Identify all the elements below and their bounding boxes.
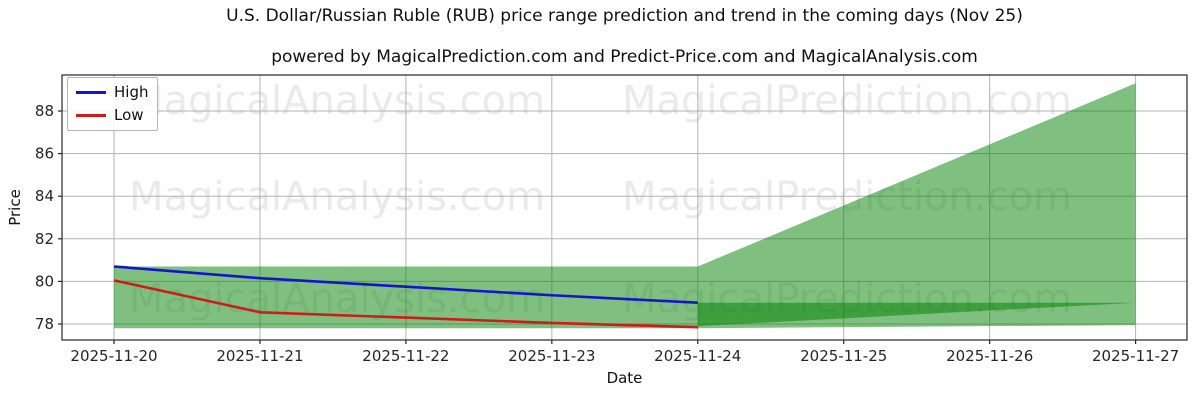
y-tick-label: 84 [35,187,54,205]
y-tick-label: 86 [35,145,54,163]
chart-title: U.S. Dollar/Russian Ruble (RUB) price ra… [226,6,1023,26]
x-axis-label: Date [607,369,643,387]
legend-label-low: Low [114,106,144,124]
x-tick-label: 2025-11-25 [800,347,887,365]
high-line [113,265,698,304]
chart-subtitle: powered by MagicalPrediction.com and Pre… [271,47,978,67]
y-tick-label: 78 [35,315,54,333]
high-line-swatch [76,91,106,94]
y-tick-label: 82 [35,230,54,248]
x-tick-label: 2025-11-23 [508,347,595,365]
forecast-low-wedge [697,302,1136,327]
x-tick-label: 2025-11-20 [70,347,157,365]
x-tick-label: 2025-11-22 [362,347,449,365]
legend-item-low: Low [76,107,148,124]
y-tick-label: 80 [35,272,54,290]
legend: High Low [67,77,159,131]
x-tick-label: 2025-11-27 [1092,347,1179,365]
y-tick-label: 88 [35,102,54,120]
x-tick-label: 2025-11-26 [946,347,1033,365]
low-line [113,279,698,329]
watermark-text: MagicalAnalysis.com [128,78,546,124]
y-axis-label: Price [6,189,24,226]
low-line-swatch [76,114,106,117]
x-tick-label: 2025-11-24 [654,347,741,365]
forecast-cone [697,83,1136,329]
watermark-text: MagicalAnalysis.com [128,174,546,220]
legend-label-high: High [114,83,149,101]
x-tick-label: 2025-11-21 [216,347,303,365]
axes-frame [61,74,1188,341]
watermark-text: MagicalPrediction.com [622,78,1072,124]
legend-item-high: High [76,84,148,101]
